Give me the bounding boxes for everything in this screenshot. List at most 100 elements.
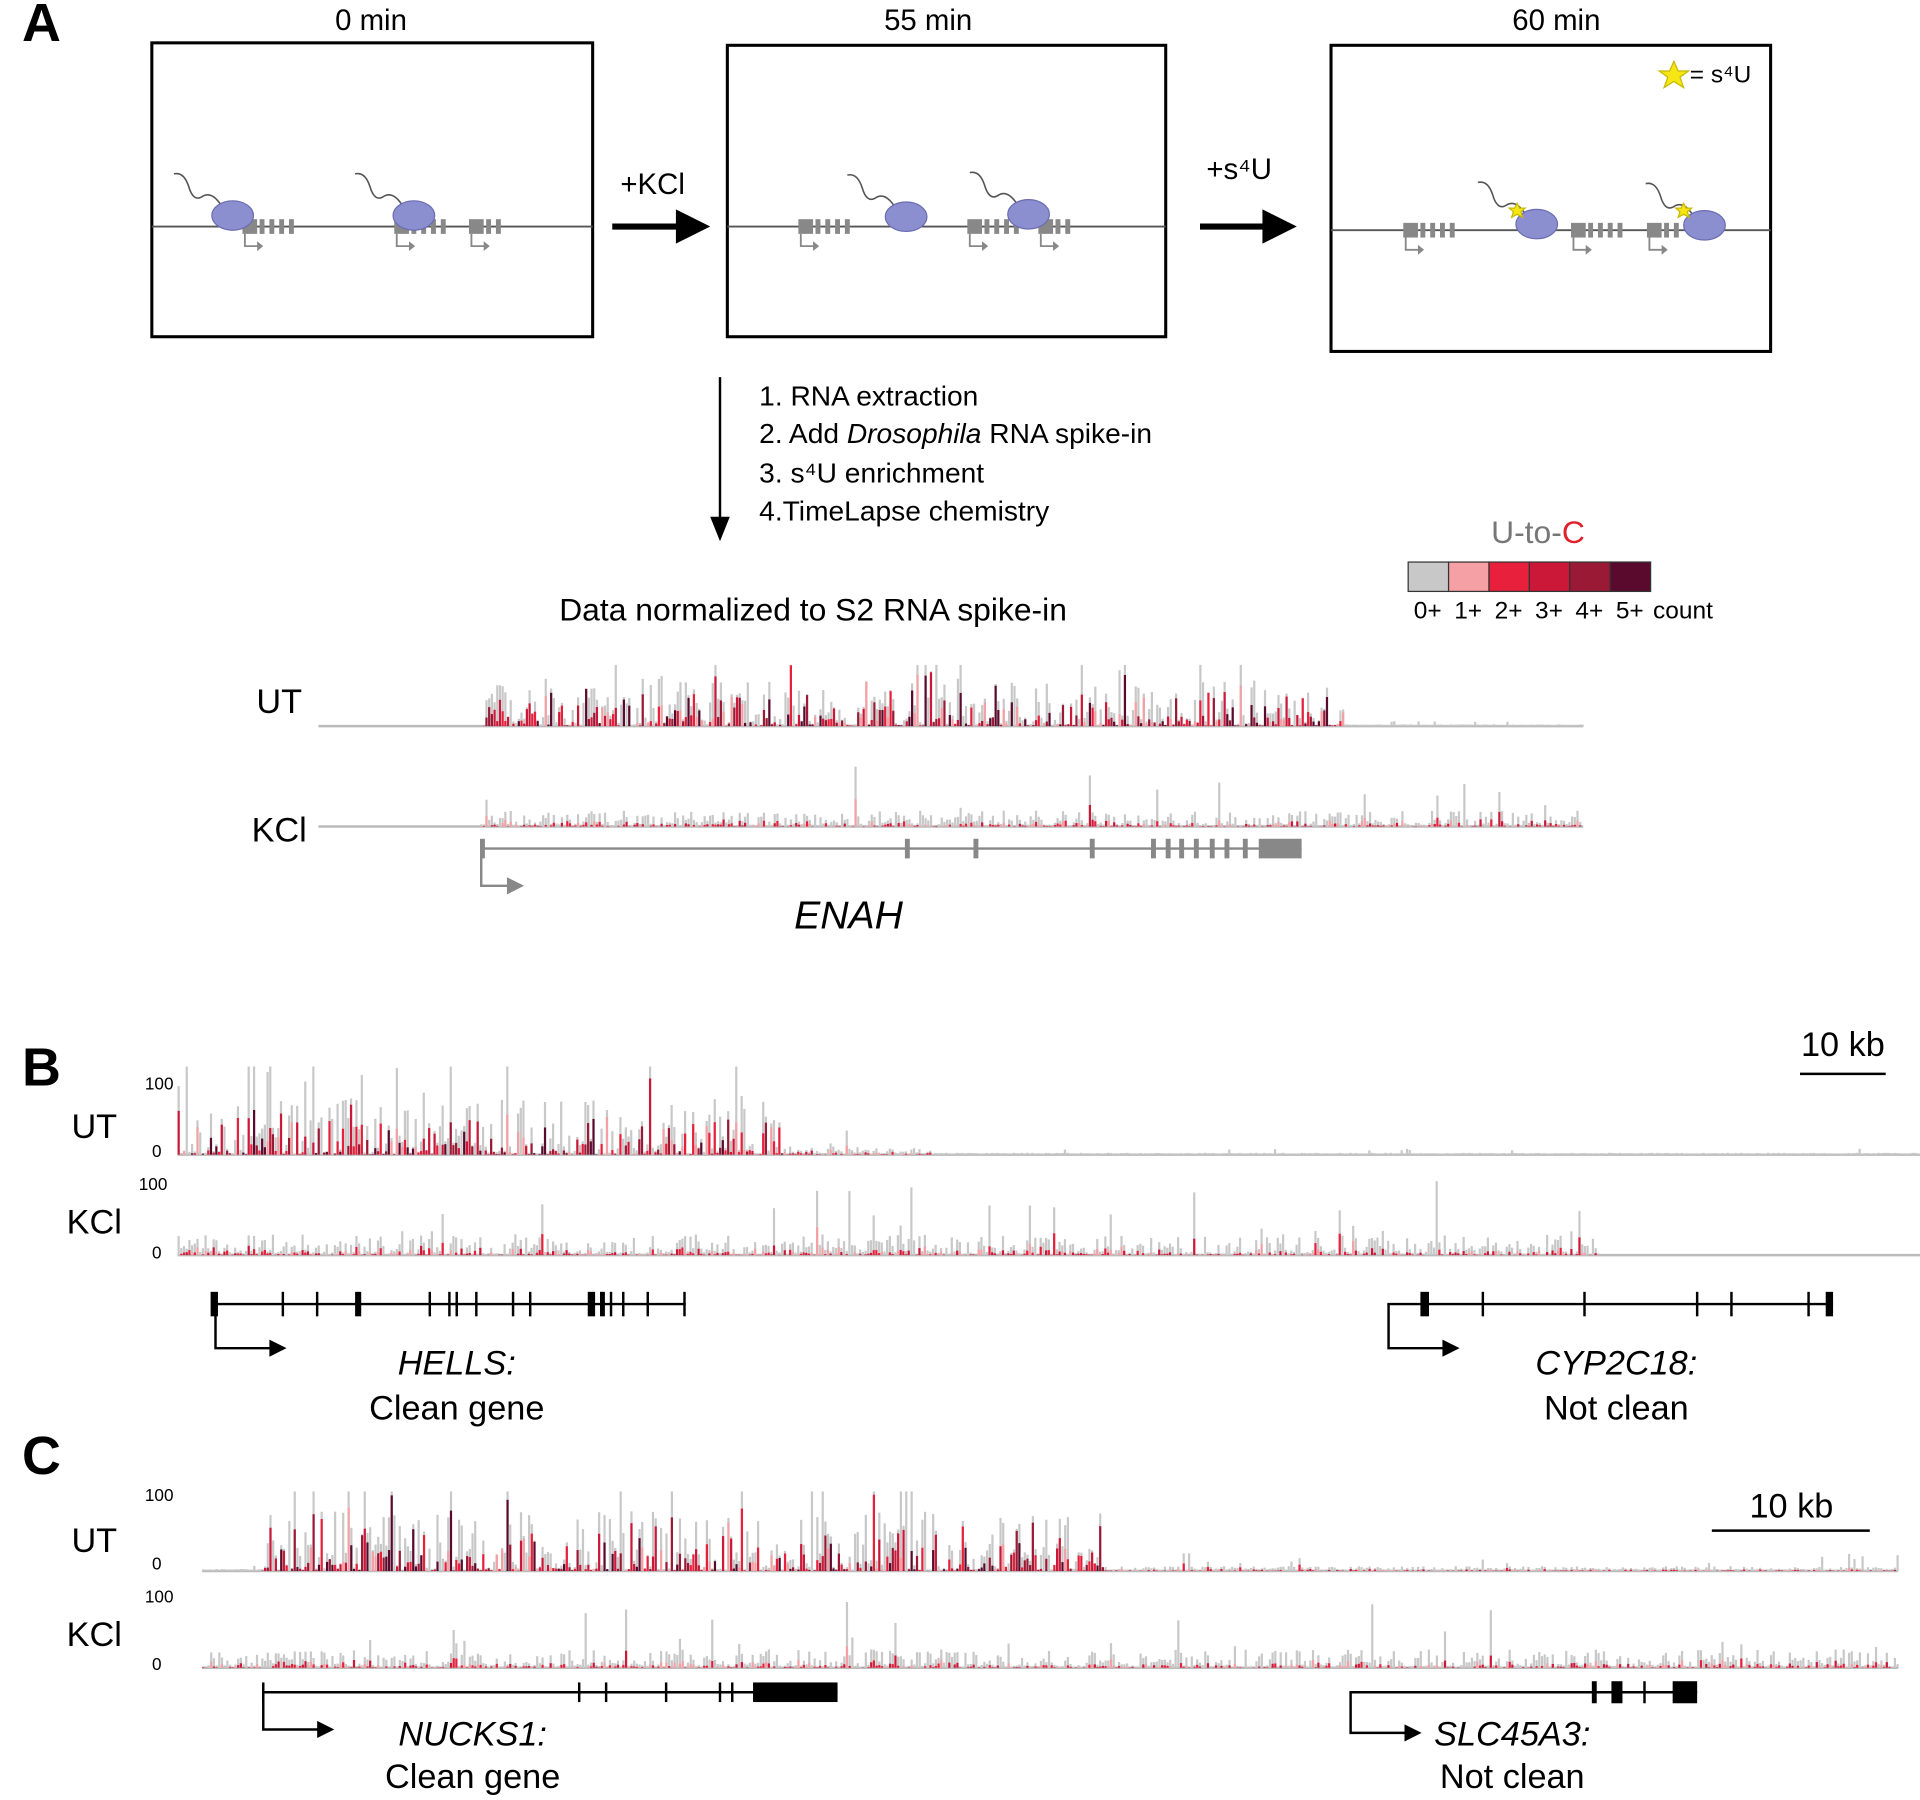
coverage-bar — [630, 825, 634, 827]
coverage-bar — [600, 1248, 603, 1256]
coverage-bar — [999, 1253, 1002, 1256]
coverage-bar — [506, 1253, 509, 1256]
coverage-bar — [1335, 1153, 1339, 1155]
coverage-bar — [1505, 1567, 1509, 1572]
coverage-bar — [649, 721, 652, 727]
coverage-bar — [711, 683, 714, 727]
coverage-bar — [1564, 1253, 1568, 1256]
coverage-bar — [595, 821, 599, 827]
coverage-bar — [824, 1250, 827, 1256]
coverage-bar — [212, 1239, 215, 1256]
coverage-bar — [1225, 1245, 1228, 1256]
coverage-bar — [530, 1665, 533, 1668]
coverage-bar — [1408, 1569, 1412, 1572]
coverage-bar — [422, 1535, 426, 1572]
coverage-bar — [530, 1667, 533, 1668]
coverage-bar — [252, 1235, 256, 1256]
coverage-bar — [797, 1660, 800, 1668]
coverage-bar — [334, 1666, 337, 1668]
coverage-bar — [1468, 825, 1471, 827]
coverage-bar — [593, 813, 596, 827]
coverage-bar — [915, 1555, 919, 1572]
coverage-bar — [504, 819, 507, 827]
coverage-bar — [651, 1236, 654, 1256]
coverage-bar — [1457, 1249, 1460, 1256]
coverage-bar — [554, 1151, 557, 1155]
coverage-bar — [480, 825, 483, 827]
coverage-bar — [921, 1153, 924, 1155]
coverage-bar — [358, 1243, 361, 1256]
coverage-bar — [1422, 1253, 1425, 1256]
coverage-bar — [430, 1250, 433, 1256]
coverage-bar — [690, 715, 693, 727]
coverage-bar — [1188, 720, 1191, 727]
coverage-bar — [791, 1153, 794, 1155]
coverage-bar — [258, 1133, 261, 1155]
coverage-bar — [1134, 1567, 1137, 1572]
coverage-bar — [870, 814, 873, 827]
coverage-bar — [665, 1562, 668, 1572]
coverage-bar — [1223, 825, 1226, 827]
coverage-bar — [342, 1662, 345, 1668]
coverage-bar — [590, 717, 593, 727]
coverage-bar — [1182, 1553, 1185, 1572]
coverage-bar — [1247, 1153, 1250, 1155]
coverage-bar — [697, 1241, 700, 1256]
coverage-bar — [673, 1144, 676, 1155]
coverage-bar — [1128, 1569, 1131, 1572]
coverage-bar — [1592, 1567, 1595, 1572]
coverage-bar — [778, 1665, 781, 1668]
coverage-bar — [1244, 1568, 1247, 1572]
coverage-bar — [988, 1153, 991, 1155]
coverage-bar — [888, 1531, 892, 1572]
coverage-bar — [1481, 1246, 1484, 1256]
coverage-bar — [1363, 794, 1366, 827]
coverage-bar — [1298, 725, 1302, 727]
coverage-bar — [406, 1546, 409, 1572]
coverage-bar — [1540, 1566, 1544, 1572]
coverage-bar — [627, 1665, 630, 1668]
coverage-bar — [808, 823, 811, 827]
coverage-bar — [1141, 1153, 1145, 1155]
coverage-bar — [1368, 1568, 1371, 1572]
coverage-bar — [989, 824, 992, 827]
coverage-bar — [789, 1666, 792, 1668]
coverage-bar — [983, 825, 986, 827]
coverage-bar — [1667, 1569, 1670, 1572]
coverage-bar — [269, 1527, 272, 1572]
coverage-bar — [907, 1569, 911, 1572]
coverage-bar — [570, 1253, 574, 1256]
coverage-bar — [1026, 1558, 1029, 1572]
coverage-bar — [1438, 1242, 1441, 1256]
coverage-bar — [662, 1129, 665, 1155]
coverage-bar — [740, 1095, 743, 1155]
coverage-bar — [377, 1553, 380, 1572]
coverage-bar — [1263, 1254, 1266, 1256]
coverage-bar — [1729, 1570, 1732, 1572]
coverage-bar — [1381, 1153, 1384, 1155]
coverage-bar — [894, 812, 898, 827]
coverage-bar — [1271, 1253, 1274, 1256]
coverage-bar — [323, 1568, 326, 1572]
coverage-bar — [593, 712, 596, 727]
coverage-bar — [473, 1250, 477, 1256]
coverage-bar — [1619, 1569, 1622, 1572]
coverage-bar — [744, 822, 747, 827]
coverage-bar — [1182, 1153, 1185, 1155]
coverage-bar — [802, 1152, 805, 1155]
coverage-bar — [1191, 724, 1194, 727]
coverage-bar — [849, 825, 852, 827]
coverage-bar — [738, 1567, 741, 1572]
coverage-bar — [539, 825, 542, 827]
coverage-bar — [641, 1667, 644, 1668]
coverage-bar — [1032, 721, 1035, 727]
coverage-bar — [697, 1665, 700, 1668]
coverage-bar — [1377, 825, 1380, 827]
coverage-bar — [1206, 1561, 1210, 1572]
coverage-bar — [1298, 718, 1302, 727]
coverage-bar — [950, 1550, 954, 1572]
coverage-bar — [716, 1152, 719, 1155]
coverage-bar — [228, 1569, 232, 1572]
coverage-bar — [1680, 1570, 1684, 1572]
coverage-bar — [1137, 823, 1140, 827]
